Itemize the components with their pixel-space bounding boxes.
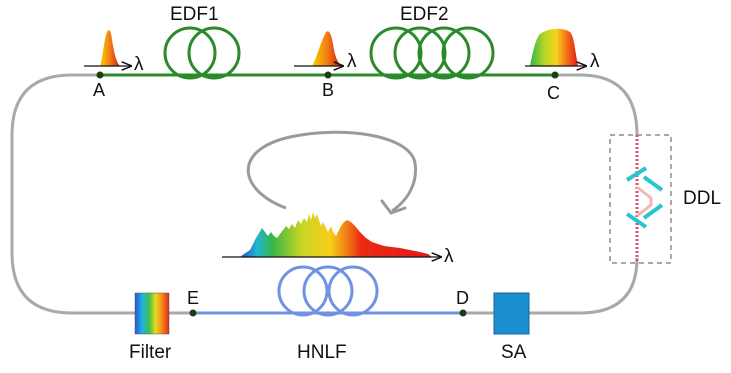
ring-cavity	[10, 73, 639, 315]
edf1-coil	[163, 26, 241, 80]
ddl-mirror-bottom	[625, 212, 648, 229]
spectrum-b-lambda: λ	[347, 51, 357, 72]
saturable-absorber-block	[493, 292, 530, 335]
edf2-label: EDF2	[400, 4, 449, 25]
node-b-label: B	[322, 80, 334, 100]
spectrum-supercontinuum-lambda: λ	[444, 246, 454, 267]
ddl-label: DDL	[683, 188, 721, 209]
ddl-box	[609, 134, 672, 264]
edf2-coil	[369, 26, 495, 80]
ring-fiber-right-top	[555, 73, 639, 136]
spectrum-c-lambda: λ	[590, 51, 600, 72]
node-e-label: E	[187, 288, 199, 308]
hnlf-fiber-section	[193, 265, 463, 317]
node-c-dot	[551, 71, 559, 79]
ddl-assembly	[609, 134, 672, 264]
circulation-arrow-curve	[246, 130, 418, 213]
spectrum-a-shape	[100, 30, 120, 66]
node-d-label: D	[456, 288, 469, 308]
filter-block	[134, 292, 170, 335]
ddl-mirror-lower-right	[642, 203, 664, 220]
ddl-beam-path	[636, 185, 653, 218]
node-a-dot	[96, 71, 104, 79]
spectrum-a: λ	[84, 30, 144, 75]
spectrum-a-lambda: λ	[134, 54, 144, 75]
spectrum-c-shape	[530, 28, 578, 67]
sa-label: SA	[501, 342, 527, 363]
node-b-dot	[324, 71, 332, 79]
ring-fiber-left	[10, 73, 135, 315]
spectrum-supercontinuum: λ	[222, 212, 454, 267]
node-e-dot	[189, 309, 197, 317]
ddl-mirror-top	[625, 166, 648, 182]
ring-fiber-right-bottom	[529, 257, 639, 315]
spectrum-b-shape	[312, 31, 342, 66]
spectrum-supercontinuum-shape	[240, 212, 432, 257]
circulation-arrow	[246, 130, 418, 215]
spectrum-c: λ	[525, 28, 600, 72]
edf1-label: EDF1	[170, 4, 219, 25]
filter-label: Filter	[129, 342, 172, 363]
spectrum-b: λ	[294, 31, 357, 72]
hnlf-coil	[277, 265, 379, 317]
node-a-label: A	[93, 80, 105, 100]
ddl-mirror-upper-right	[642, 175, 664, 192]
circulation-arrow-head	[380, 199, 407, 215]
node-c-label: C	[547, 83, 560, 103]
node-d-dot	[459, 309, 467, 317]
hnlf-label: HNLF	[297, 342, 347, 363]
